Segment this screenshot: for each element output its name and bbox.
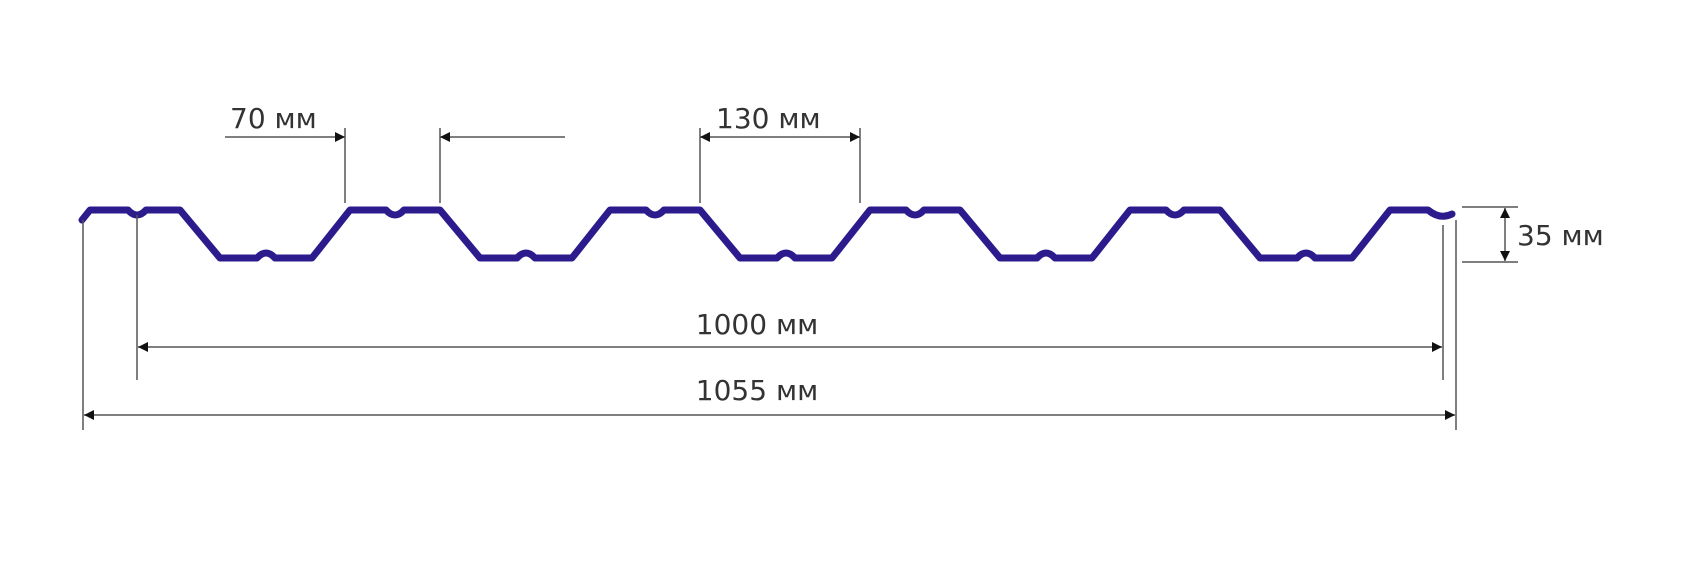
dimension-useful-width: 1000 мм bbox=[136, 215, 1444, 380]
height-label: 35 мм bbox=[1517, 219, 1604, 252]
total-width-label: 1055 мм bbox=[696, 374, 818, 407]
rib-top-width-label: 70 мм bbox=[230, 102, 317, 135]
dimension-height: 35 мм bbox=[1462, 206, 1604, 263]
dimension-rib-top-width: 70 мм bbox=[225, 102, 565, 203]
dimension-total-width: 1055 мм bbox=[82, 220, 1457, 430]
dimension-pitch: 130 мм bbox=[699, 102, 861, 203]
trapezoidal-profile bbox=[78, 206, 1456, 262]
useful-width-label: 1000 мм bbox=[696, 308, 818, 341]
pitch-label: 130 мм bbox=[716, 102, 821, 135]
